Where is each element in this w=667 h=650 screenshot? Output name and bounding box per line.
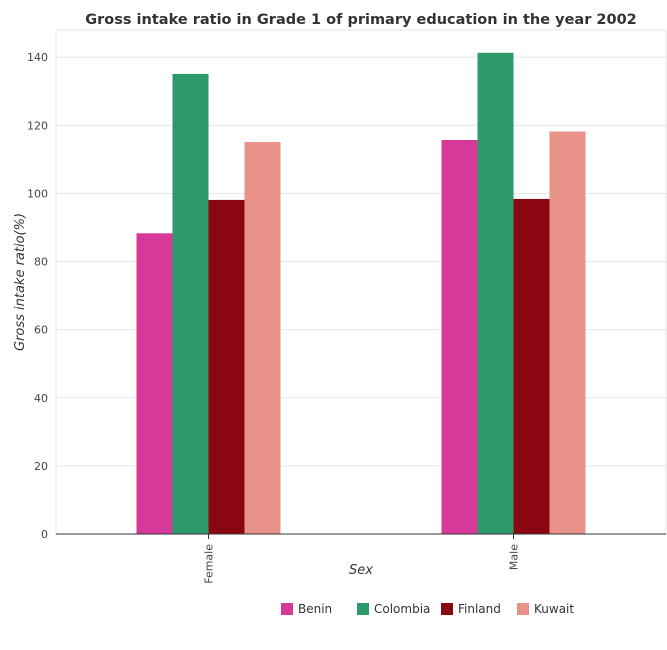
- legend-swatch-finland: [441, 603, 453, 615]
- legend-swatch-colombia: [357, 603, 369, 615]
- bar-finland-female: [208, 199, 245, 534]
- legend-label-kuwait: Kuwait: [534, 602, 574, 616]
- legend-label-benin: Benin: [298, 602, 332, 616]
- x-tick-label: Male: [508, 544, 521, 570]
- axes: 0 20 40 60 80 100 120 140 Female Male: [27, 51, 666, 584]
- bar-colombia-male: [477, 52, 514, 534]
- legend-label-colombia: Colombia: [374, 602, 430, 616]
- bar-kuwait-male: [549, 131, 586, 534]
- legend-swatch-kuwait: [517, 603, 529, 615]
- legend-swatch-benin: [281, 603, 293, 615]
- legend-label-finland: Finland: [458, 602, 501, 616]
- y-axis-title: Gross intake ratio(%): [13, 213, 28, 351]
- chart-title: Gross intake ratio in Grade 1 of primary…: [85, 12, 637, 28]
- y-tick-label: 120: [27, 119, 48, 132]
- bar-benin-male: [441, 139, 478, 534]
- y-tick-label: 80: [34, 256, 48, 269]
- bars: [136, 52, 586, 534]
- x-axis-title: Sex: [349, 563, 373, 578]
- y-tick-label: 60: [34, 324, 48, 337]
- y-tick-label: 0: [41, 528, 48, 541]
- y-tick-label: 40: [34, 392, 48, 405]
- y-tick-label: 140: [27, 51, 48, 64]
- y-tick-label: 100: [27, 187, 48, 200]
- x-tick-label: Female: [203, 544, 216, 584]
- bar-finland-male: [513, 198, 550, 534]
- legend: Benin Colombia Finland Kuwait: [281, 602, 574, 616]
- y-tick-label: 20: [34, 460, 48, 473]
- bar-kuwait-female: [244, 142, 281, 534]
- bar-benin-female: [136, 233, 173, 534]
- bar-colombia-female: [172, 73, 209, 534]
